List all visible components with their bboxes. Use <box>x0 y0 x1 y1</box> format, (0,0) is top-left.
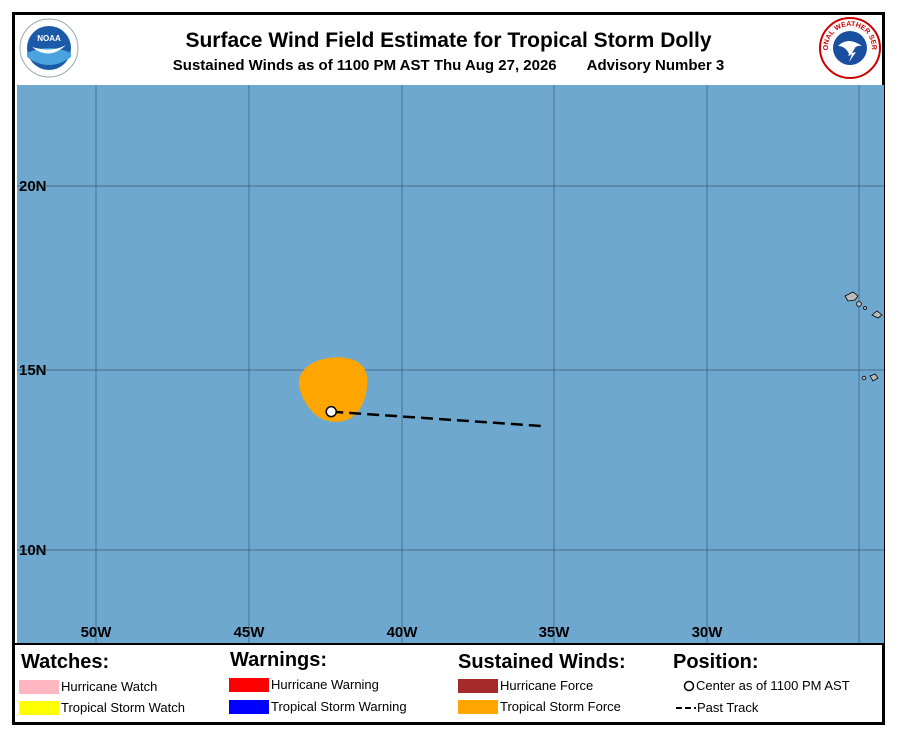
legend-position-heading: Position: <box>673 651 759 673</box>
legend-label: Past Track <box>697 700 759 715</box>
legend-tropical-storm-force: Tropical Storm Force <box>458 699 621 714</box>
legend-tropical-storm-warning: Tropical Storm Warning <box>229 699 407 714</box>
map-canvas: 20N 15N 10N 50W 45W 40W 35W 30W <box>17 85 884 643</box>
island <box>844 291 859 302</box>
legend-warnings-heading: Warnings: <box>230 649 328 671</box>
island <box>856 301 862 307</box>
subtitle-time: Sustained Winds as of 1100 PM AST Thu Au… <box>172 57 557 74</box>
island <box>869 373 879 382</box>
header: NOAA Surface Wind Field Estimate for Tro… <box>15 15 882 85</box>
island <box>863 306 867 310</box>
cape-verde-islands <box>844 291 883 382</box>
graticule <box>17 85 884 643</box>
hurricane-force-swatch <box>458 678 498 693</box>
legend-label: Tropical Storm Force <box>500 699 621 714</box>
latitude-label: 20N <box>19 178 47 195</box>
legend-center: Center as of 1100 PM AST <box>682 678 850 693</box>
longitude-label: 40W <box>387 624 419 641</box>
center-circle-icon <box>683 680 695 691</box>
ocean <box>17 85 884 643</box>
tropical-storm-wind-field <box>298 357 368 422</box>
noaa-logo: NOAA <box>19 18 79 78</box>
island <box>861 375 867 381</box>
map-frame: NOAA Surface Wind Field Estimate for Tro… <box>12 12 885 725</box>
nws-logo: NATIONAL WEATHER SERVICE <box>818 16 881 79</box>
page-title: Surface Wind Field Estimate for Tropical… <box>185 29 712 52</box>
longitude-label: 30W <box>692 624 724 641</box>
grid-labels: 20N 15N 10N 50W 45W 40W 35W 30W <box>19 178 723 641</box>
legend-hurricane-watch: Hurricane Watch <box>19 679 157 694</box>
dashed-line-icon <box>676 706 696 709</box>
hurricane-watch-swatch <box>19 679 59 694</box>
legend-watches-heading: Watches: <box>21 651 110 673</box>
legend-tropical-storm-watch: Tropical Storm Watch <box>19 700 185 715</box>
legend-label: Tropical Storm Watch <box>61 700 186 715</box>
tropical-storm-warning-swatch <box>229 699 269 714</box>
longitude-label: 50W <box>81 624 113 641</box>
legend-label: Hurricane Warning <box>271 677 379 692</box>
legend-winds-heading: Sustained Winds: <box>458 651 626 673</box>
legend-label: Tropical Storm Warning <box>271 699 407 714</box>
legend-hurricane-force: Hurricane Force <box>458 678 593 693</box>
subtitle: Sustained Winds as of 1100 PM AST Thu Au… <box>15 57 882 74</box>
longitude-label: 45W <box>234 624 266 641</box>
legend-label: Hurricane Force <box>500 678 594 693</box>
tropical-storm-force-swatch <box>458 699 498 714</box>
latitude-label: 15N <box>19 362 47 379</box>
hurricane-warning-swatch <box>229 677 269 692</box>
island <box>871 310 883 319</box>
noaa-logo-text: NOAA <box>37 34 61 43</box>
latitude-label: 10N <box>19 542 47 559</box>
tropical-storm-watch-swatch <box>19 700 59 715</box>
legend-past-track: Past Track <box>675 700 758 715</box>
legend-label: Center as of 1100 PM AST <box>696 678 850 693</box>
storm-center-marker <box>325 405 337 418</box>
legend-label: Hurricane Watch <box>61 679 158 694</box>
legend-hurricane-warning: Hurricane Warning <box>229 677 379 692</box>
legend: Watches: Hurricane Watch Tropical Storm … <box>15 643 882 727</box>
subtitle-advisory: Advisory Number 3 <box>586 57 725 74</box>
longitude-label: 35W <box>539 624 571 641</box>
